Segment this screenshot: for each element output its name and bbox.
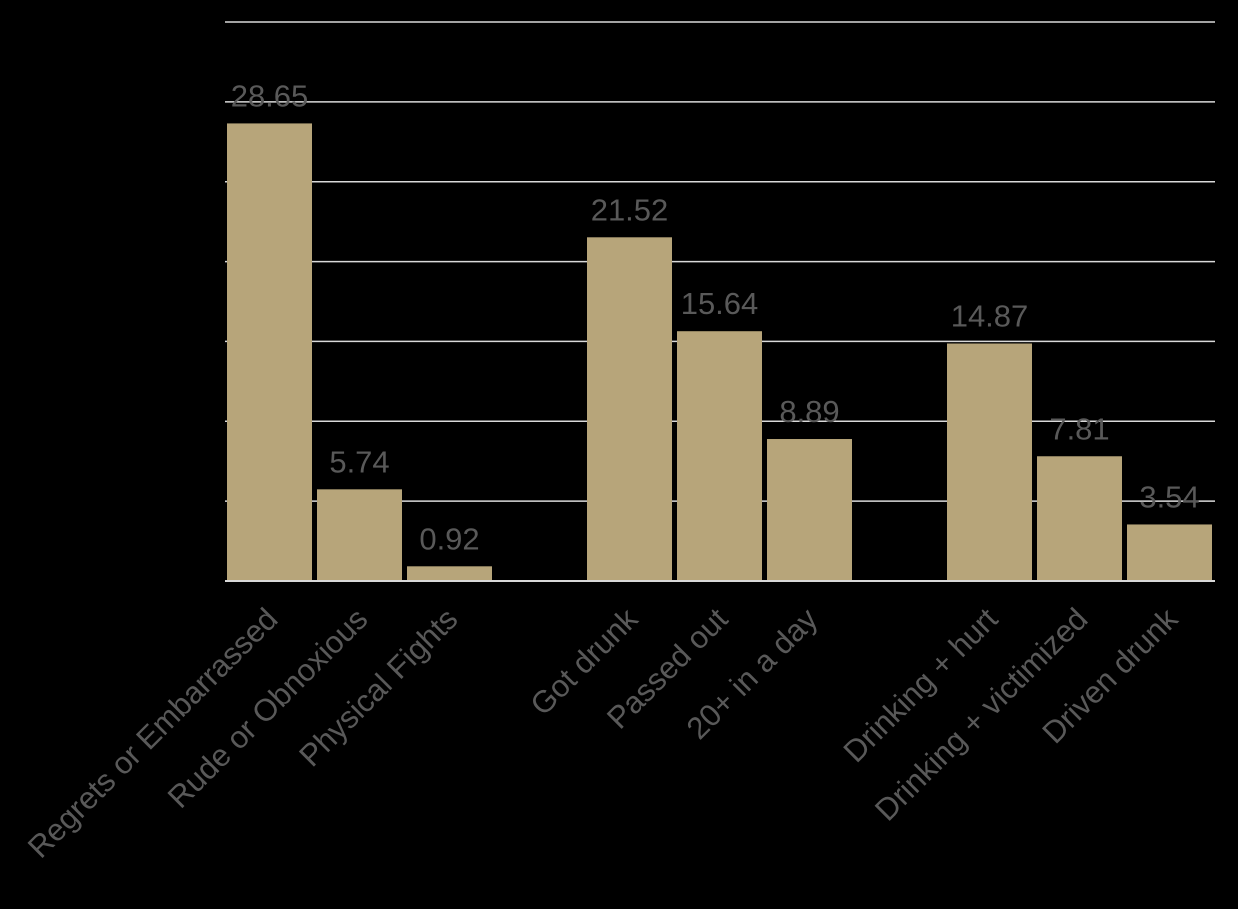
- data-label: 15.64: [681, 286, 759, 321]
- data-label: 7.81: [1049, 411, 1109, 446]
- tick-label: Physical Fights: [292, 601, 464, 773]
- data-label: 14.87: [951, 299, 1029, 334]
- bar-regrets-or-embarrassed: [227, 123, 312, 581]
- data-label: 8.89: [779, 394, 839, 429]
- bar-20-in-a-day: [767, 439, 852, 581]
- bar-drinking-hurt: [947, 343, 1032, 581]
- data-label: 3.54: [1139, 479, 1199, 514]
- bar-rude-or-obnoxious: [317, 489, 402, 581]
- bar-physical-fights: [407, 566, 492, 581]
- bar-passed-out: [677, 331, 762, 581]
- bar-driven-drunk: [1127, 524, 1212, 581]
- bar-drinking-victimized: [1037, 456, 1122, 581]
- data-label: 0.92: [419, 521, 479, 556]
- tick-label: Drinking + hurt: [837, 601, 1005, 769]
- data-label: 21.52: [591, 192, 669, 227]
- data-label: 28.65: [231, 78, 309, 113]
- data-labels: 28.65 5.74 0.92 21.52 15.64 8.89 14.87 7.81 3.54: [231, 78, 1200, 556]
- bar-got-drunk: [587, 237, 672, 581]
- data-label: 5.74: [329, 444, 389, 479]
- bars: [227, 123, 1212, 581]
